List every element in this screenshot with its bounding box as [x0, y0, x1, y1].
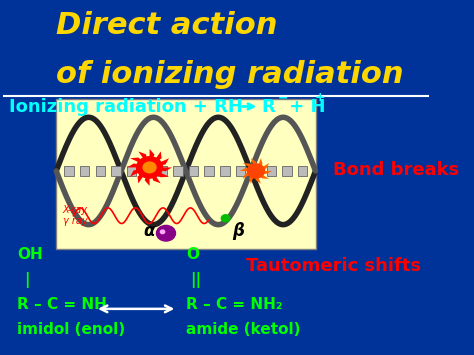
Circle shape — [143, 162, 156, 173]
Polygon shape — [249, 171, 256, 184]
Bar — [189, 166, 199, 176]
Text: ||: || — [190, 272, 201, 288]
Bar — [64, 166, 74, 176]
Circle shape — [160, 230, 164, 234]
Polygon shape — [256, 171, 269, 179]
Polygon shape — [256, 163, 269, 171]
Bar — [56, 99, 316, 248]
Text: −: − — [278, 91, 289, 104]
Polygon shape — [150, 168, 161, 184]
Text: |: | — [24, 272, 29, 288]
Polygon shape — [239, 168, 256, 171]
Polygon shape — [145, 168, 150, 186]
Polygon shape — [255, 171, 261, 184]
Bar — [111, 166, 120, 176]
Bar — [220, 166, 229, 176]
Bar — [127, 166, 136, 176]
Text: O: O — [186, 247, 199, 262]
Bar — [142, 166, 152, 176]
Polygon shape — [130, 168, 150, 177]
Text: Ionizing radiation + RH: Ionizing radiation + RH — [9, 98, 249, 115]
Polygon shape — [130, 158, 150, 168]
Text: +: + — [315, 91, 325, 104]
Text: imidol (enol): imidol (enol) — [17, 322, 126, 337]
Bar — [80, 166, 90, 176]
Bar — [204, 166, 214, 176]
Polygon shape — [243, 163, 256, 171]
Text: of ionizing radiation: of ionizing radiation — [56, 60, 404, 89]
Polygon shape — [243, 171, 256, 179]
Bar — [282, 166, 292, 176]
Polygon shape — [127, 163, 150, 168]
Text: X-ray
γ ray: X-ray γ ray — [63, 205, 88, 226]
Text: Bond breaks: Bond breaks — [333, 162, 459, 179]
Text: amide (ketol): amide (ketol) — [186, 322, 301, 337]
Bar — [267, 166, 276, 176]
Circle shape — [156, 225, 175, 241]
Text: OH: OH — [17, 247, 43, 262]
Polygon shape — [137, 168, 150, 184]
Text: α: α — [143, 222, 155, 240]
Circle shape — [137, 157, 163, 178]
Text: R – C = NH: R – C = NH — [17, 297, 107, 312]
Polygon shape — [251, 158, 256, 171]
Circle shape — [221, 215, 230, 222]
Polygon shape — [150, 168, 172, 171]
Text: R – C = NH₂: R – C = NH₂ — [186, 297, 283, 312]
Polygon shape — [150, 158, 169, 168]
Circle shape — [247, 164, 264, 178]
Text: Direct action: Direct action — [56, 11, 278, 40]
Polygon shape — [150, 152, 162, 168]
Bar — [96, 166, 105, 176]
Bar — [158, 166, 167, 176]
Bar — [251, 166, 261, 176]
Text: β: β — [232, 222, 244, 240]
Polygon shape — [150, 168, 169, 177]
Text: + H: + H — [283, 98, 326, 115]
Bar — [173, 166, 183, 176]
Bar — [236, 166, 245, 176]
Polygon shape — [256, 158, 263, 171]
Text: Tautomeric shifts: Tautomeric shifts — [246, 257, 421, 275]
Polygon shape — [150, 149, 155, 168]
Bar — [298, 166, 307, 176]
Polygon shape — [138, 152, 150, 168]
Polygon shape — [256, 171, 272, 174]
Text: R: R — [262, 98, 275, 115]
